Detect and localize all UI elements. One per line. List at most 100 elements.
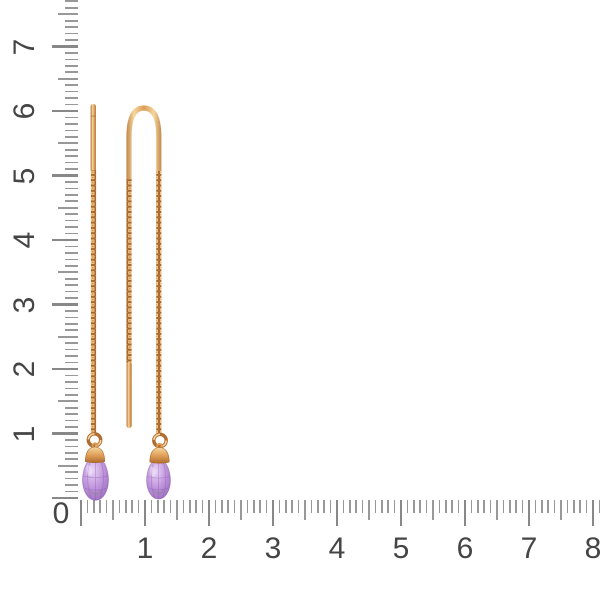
ruler-tick-half <box>58 13 78 16</box>
ruler-tick-minor <box>425 500 428 513</box>
ruler-tick-minor <box>65 484 78 486</box>
ruler-tick-minor <box>329 500 332 513</box>
ruler-tick-minor <box>65 32 78 35</box>
ruler-tick-major <box>52 174 78 177</box>
ruler-tick-minor <box>361 500 364 513</box>
ruler-tick-minor <box>214 500 217 513</box>
ruler-tick-minor <box>65 419 78 422</box>
ruler-tick-minor <box>65 65 78 67</box>
ruler-tick-half <box>496 500 498 520</box>
ruler-tick-minor <box>553 500 556 513</box>
ruler-tick-half <box>58 206 78 209</box>
ruler-tick-minor <box>182 500 185 513</box>
horizontal-ruler <box>0 500 600 526</box>
ruler-tick-minor <box>65 361 78 364</box>
vertical-ruler-label-7: 7 <box>8 38 41 55</box>
horizontal-ruler-label-6: 6 <box>456 532 474 565</box>
ruler-tick-minor <box>65 155 78 157</box>
ruler-tick-major <box>52 45 78 48</box>
ruler-tick-minor <box>444 500 447 513</box>
vertical-ruler <box>52 0 78 600</box>
horizontal-ruler-label-2: 2 <box>200 532 218 565</box>
ruler-tick-minor <box>65 71 78 74</box>
ruler-tick-minor <box>65 187 78 190</box>
ruler-tick-minor <box>451 500 454 513</box>
ruler-tick-minor <box>65 355 78 357</box>
right-earring-hanging-post <box>126 362 132 428</box>
vertical-ruler-label-5: 5 <box>8 167 41 184</box>
ruler-tick-minor <box>92 500 95 513</box>
ruler-tick-half <box>112 500 114 520</box>
ruler-tick-minor <box>65 245 78 248</box>
left-earring-post <box>90 104 96 172</box>
ruler-tick-minor <box>65 452 78 454</box>
ruler-tick-minor <box>508 500 511 513</box>
ruler-tick-minor <box>438 500 441 513</box>
ruler-tick-minor <box>65 316 78 319</box>
ruler-tick-minor <box>65 406 78 409</box>
ruler-tick-minor <box>65 97 78 99</box>
ruler-tick-major <box>52 367 78 371</box>
ruler-tick-minor <box>65 116 78 119</box>
ruler-tick-half <box>176 500 178 520</box>
ruler-tick-minor <box>65 168 78 170</box>
ruler-tick-minor <box>65 0 78 3</box>
ruler-tick-minor <box>65 290 78 293</box>
vertical-ruler-label-4: 4 <box>8 231 41 249</box>
ruler-tick-minor <box>65 219 78 222</box>
left-earring <box>82 104 109 501</box>
ruler-tick-minor <box>355 500 358 513</box>
right-earring-left-chain <box>126 179 132 363</box>
horizontal-ruler-label-3: 3 <box>264 532 282 565</box>
horizontal-ruler-label-5: 5 <box>392 532 410 565</box>
ruler-tick-major <box>143 500 147 526</box>
left-earring-chain <box>90 170 97 433</box>
horizontal-ruler-label-8: 8 <box>584 532 600 565</box>
ruler-tick-minor <box>419 500 422 513</box>
ruler-tick-half <box>58 464 78 467</box>
ruler-tick-half <box>58 77 78 80</box>
ruler-tick-minor <box>284 500 287 513</box>
ruler-tick-minor <box>246 500 249 513</box>
ruler-tick-minor <box>259 500 262 513</box>
ruler-tick-major <box>527 500 531 526</box>
ruler-tick-major <box>335 500 339 526</box>
ruler-tick-minor <box>65 232 78 235</box>
ruler-tick-half <box>58 400 78 403</box>
ruler-tick-major <box>591 500 595 526</box>
ruler-tick-minor <box>380 500 383 513</box>
ruler-tick-minor <box>150 500 153 513</box>
ruler-tick-minor <box>163 500 166 513</box>
ruler-tick-minor <box>65 252 78 254</box>
right-earring <box>126 105 171 500</box>
ruler-tick-minor <box>65 323 78 325</box>
ruler-tick-minor <box>65 103 78 106</box>
horizontal-ruler-label-1: 1 <box>136 532 154 565</box>
ruler-tick-minor <box>65 39 78 41</box>
ruler-tick-minor <box>515 500 518 513</box>
ruler-tick-minor <box>86 500 89 513</box>
ruler-tick-half <box>58 142 78 145</box>
ruler-tick-minor <box>227 500 230 513</box>
ruler-tick-half <box>432 500 434 520</box>
right-earring-arch <box>126 105 162 181</box>
ruler-tick-minor <box>65 226 78 228</box>
ruler-tick-major <box>52 432 78 435</box>
left-earring-post-notch <box>90 115 96 117</box>
ruler-tick-minor <box>65 161 78 164</box>
ruler-tick-minor <box>65 342 78 345</box>
ruler-tick-minor <box>598 500 600 513</box>
ruler-tick-minor <box>65 181 78 183</box>
ruler-tick-minor <box>188 500 191 513</box>
ruler-tick-minor <box>387 500 390 513</box>
ruler-tick-minor <box>156 500 159 513</box>
ruler-tick-minor <box>201 500 204 513</box>
vertical-ruler-label-2: 2 <box>8 360 41 378</box>
ruler-corner-zero: 0 <box>52 497 70 530</box>
ruler-tick-minor <box>65 348 78 351</box>
ruler-tick-minor <box>297 500 300 513</box>
ruler-tick-major <box>79 500 83 526</box>
ruler-tick-minor <box>502 500 505 513</box>
left-earring-jump-ring <box>86 432 103 448</box>
